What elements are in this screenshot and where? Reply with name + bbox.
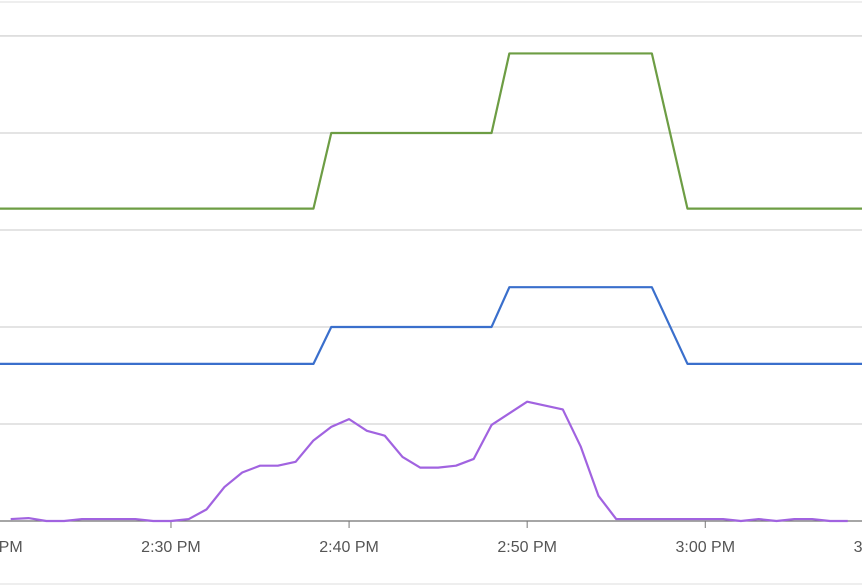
x-tick-label: 2:50 PM — [497, 539, 557, 556]
x-tick-label: 3:10 PM — [854, 539, 862, 556]
x-tick-label: 2:30 PM — [141, 539, 201, 556]
x-tick-label: 2:20 PM — [0, 539, 23, 556]
x-tick-label: 3:00 PM — [675, 539, 735, 556]
x-tick-label: 2:40 PM — [319, 539, 379, 556]
series-line — [0, 52, 862, 210]
series-line — [0, 286, 862, 365]
series-line — [10, 400, 848, 523]
